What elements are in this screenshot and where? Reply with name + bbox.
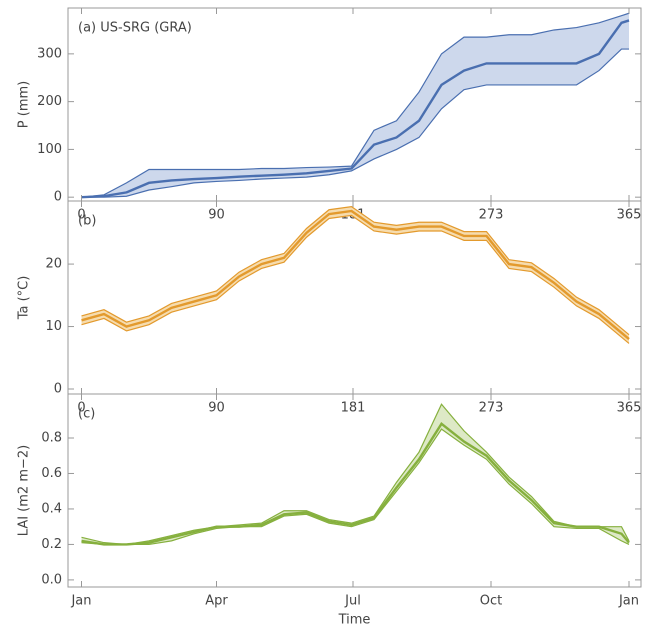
line <box>81 209 630 340</box>
x-tick-label: 0 <box>77 401 85 416</box>
x-tick-label: 365 <box>617 401 642 416</box>
x-tick-label: Oct <box>480 594 502 609</box>
x-tick-label: 90 <box>208 208 225 223</box>
x-tick-label: 273 <box>479 208 504 223</box>
x-tick-label: 90 <box>208 401 225 416</box>
y-tick-label: 0 <box>54 382 62 397</box>
frame <box>67 200 642 395</box>
y-tick-label: 300 <box>37 46 62 61</box>
line <box>81 19 630 199</box>
panel-label: (c) <box>78 407 95 422</box>
band-upper <box>81 12 630 198</box>
y-tick-label: 0.2 <box>41 537 62 552</box>
y-tick-label: 0.0 <box>41 572 62 587</box>
line <box>81 422 630 546</box>
x-axis-label: Time <box>338 613 371 628</box>
x-tick-label: 181 <box>341 401 366 416</box>
x-tick-label: Apr <box>205 594 228 609</box>
y-tick-label: 10 <box>45 319 62 334</box>
x-tick-label: Jan <box>618 594 639 609</box>
y-tick-label: 0.6 <box>41 466 62 481</box>
y-tick-label: 0.8 <box>41 430 62 445</box>
frame <box>67 393 642 588</box>
y-axis-label: LAI (m2 m−2) <box>17 445 32 536</box>
x-tick-label: 273 <box>479 401 504 416</box>
y-tick-label: 200 <box>37 94 62 109</box>
x-tick-label: Jul <box>344 594 361 609</box>
band-lower <box>81 214 630 344</box>
band <box>81 13 629 198</box>
y-tick-label: 100 <box>37 142 62 157</box>
band-upper <box>81 403 630 546</box>
y-tick-label: 0 <box>54 190 62 205</box>
y-tick-label: 20 <box>45 257 62 272</box>
x-tick-label: 365 <box>617 208 642 223</box>
band <box>81 206 629 344</box>
y-tick-label: 0.4 <box>41 501 62 516</box>
band-lower <box>81 48 629 198</box>
panel-label: (a) US-SRG (GRA) <box>78 21 192 36</box>
y-axis-label: Ta (°C) <box>17 276 32 321</box>
band-lower <box>81 428 630 546</box>
x-tick-label: Jan <box>70 594 91 609</box>
band-upper <box>81 205 630 336</box>
y-axis-label: P (mm) <box>17 81 32 128</box>
panel-label: (b) <box>78 214 96 229</box>
x-tick-label: 0 <box>77 208 85 223</box>
